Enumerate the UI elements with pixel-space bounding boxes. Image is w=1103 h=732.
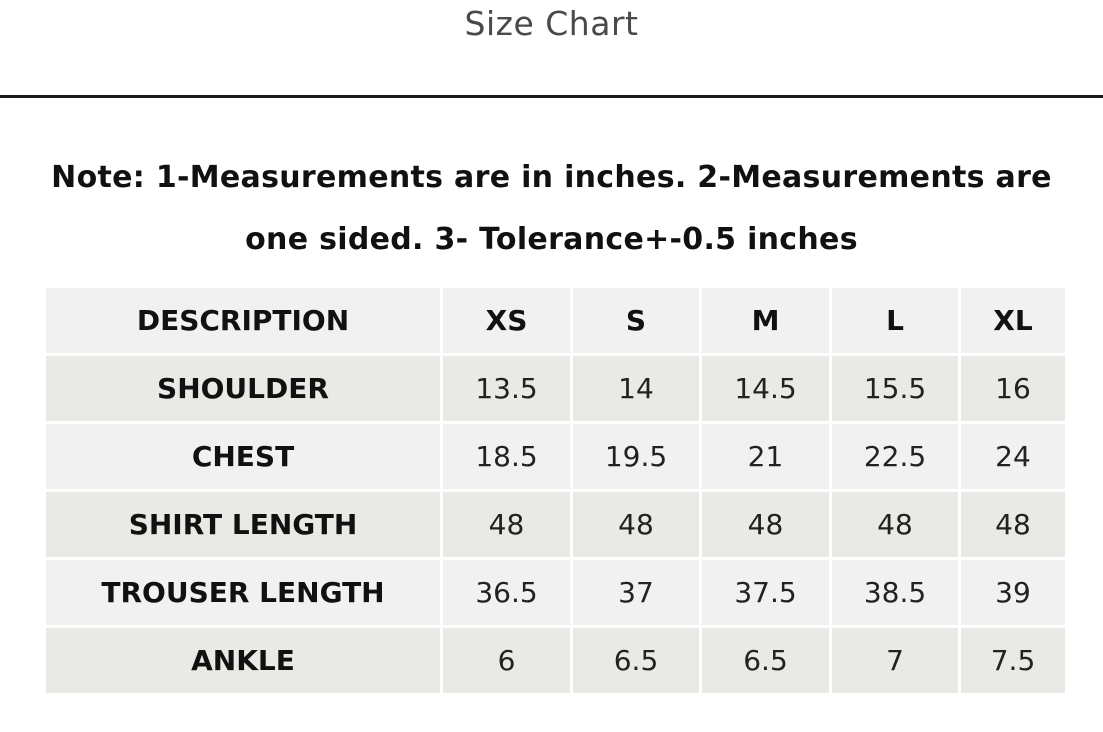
table-row: SHIRT LENGTH 48 48 48 48 48 — [46, 492, 1065, 557]
note-line-1: Note: 1-Measurements are in inches. 2-Me… — [51, 160, 1052, 195]
table-cell: 6.5 — [573, 628, 699, 693]
header-xl: XL — [961, 288, 1065, 353]
table-cell: 14 — [573, 356, 699, 421]
size-chart-table: DESCRIPTION XS S M L XL SHOULDER 13.5 14… — [43, 285, 1068, 696]
table-cell: 6.5 — [702, 628, 829, 693]
table-cell: 48 — [961, 492, 1065, 557]
table-cell: 15.5 — [832, 356, 958, 421]
table-cell: 13.5 — [443, 356, 570, 421]
table-cell: 37.5 — [702, 560, 829, 625]
header-l: L — [832, 288, 958, 353]
table-row: CHEST 18.5 19.5 21 22.5 24 — [46, 424, 1065, 489]
table-cell: 24 — [961, 424, 1065, 489]
header-s: S — [573, 288, 699, 353]
table-cell: 19.5 — [573, 424, 699, 489]
table-cell: 7.5 — [961, 628, 1065, 693]
table-cell: 14.5 — [702, 356, 829, 421]
header-xs: XS — [443, 288, 570, 353]
table-cell: 22.5 — [832, 424, 958, 489]
table-cell: 18.5 — [443, 424, 570, 489]
table-cell: 7 — [832, 628, 958, 693]
row-label: SHOULDER — [46, 356, 440, 421]
table-row: SHOULDER 13.5 14 14.5 15.5 16 — [46, 356, 1065, 421]
table-cell: 37 — [573, 560, 699, 625]
header-description: DESCRIPTION — [46, 288, 440, 353]
table-row: TROUSER LENGTH 36.5 37 37.5 38.5 39 — [46, 560, 1065, 625]
table-cell: 36.5 — [443, 560, 570, 625]
row-label: CHEST — [46, 424, 440, 489]
table-cell: 48 — [573, 492, 699, 557]
table-cell: 48 — [702, 492, 829, 557]
table-header-row: DESCRIPTION XS S M L XL — [46, 288, 1065, 353]
table-cell: 48 — [443, 492, 570, 557]
title-divider — [0, 95, 1103, 98]
table-row: ANKLE 6 6.5 6.5 7 7.5 — [46, 628, 1065, 693]
table-cell: 39 — [961, 560, 1065, 625]
header-m: M — [702, 288, 829, 353]
table-cell: 16 — [961, 356, 1065, 421]
table-cell: 6 — [443, 628, 570, 693]
table-cell: 38.5 — [832, 560, 958, 625]
row-label: TROUSER LENGTH — [46, 560, 440, 625]
table-cell: 21 — [702, 424, 829, 489]
row-label: SHIRT LENGTH — [46, 492, 440, 557]
row-label: ANKLE — [46, 628, 440, 693]
note-line-2: one sided. 3- Tolerance+-0.5 inches — [245, 222, 858, 257]
page-title: Size Chart — [464, 4, 639, 43]
measurement-note: Note: 1-Measurements are in inches. 2-Me… — [20, 147, 1083, 271]
table-cell: 48 — [832, 492, 958, 557]
